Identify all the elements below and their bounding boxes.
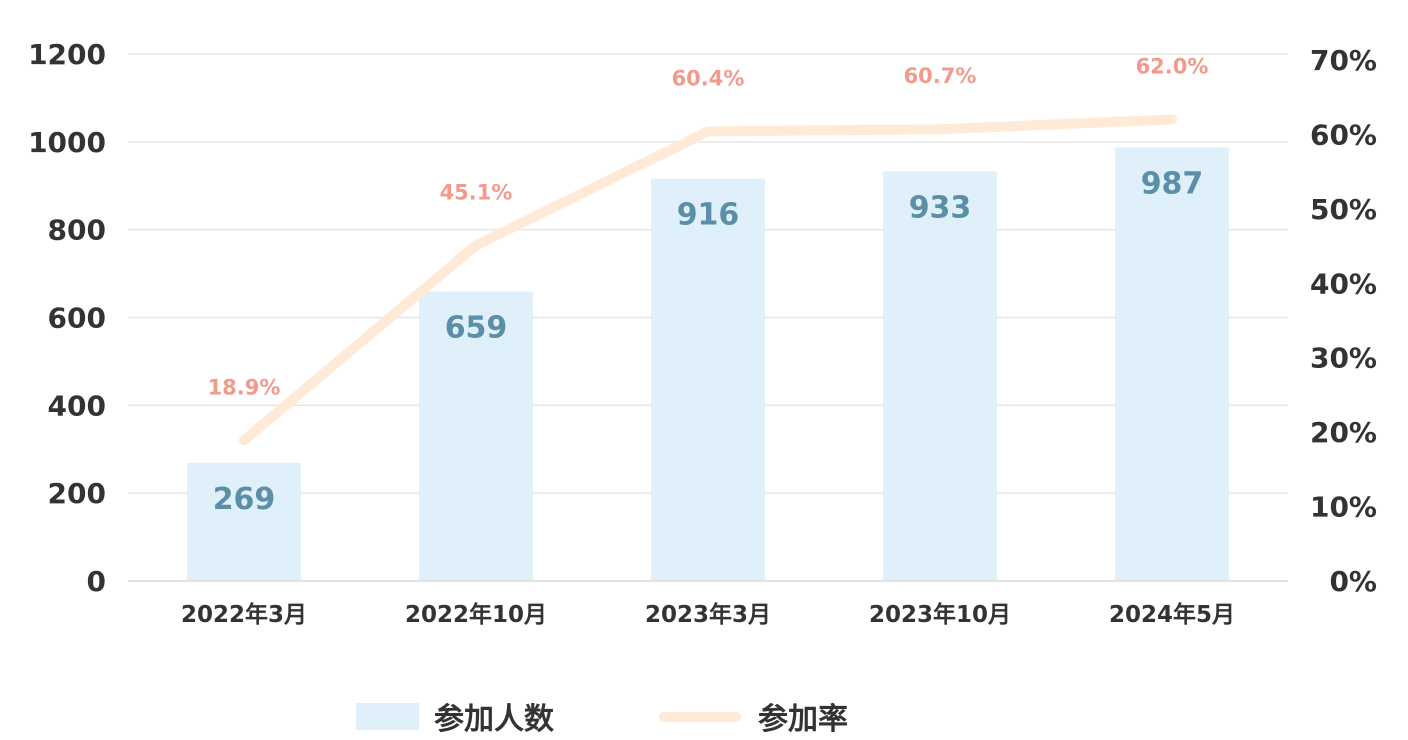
x-tick-label: 2024年5月: [1109, 601, 1235, 628]
legend: 参加人数 参加率: [356, 702, 848, 737]
x-tick-label: 2022年10月: [405, 601, 547, 628]
line-value-label: 18.9%: [208, 375, 281, 399]
y-left-tick-label: 200: [48, 477, 106, 510]
x-tick-label: 2023年10月: [869, 601, 1011, 628]
y-left-tick-label: 600: [48, 302, 106, 335]
bar-value-label: 269: [213, 482, 276, 517]
bar-value-label: 933: [909, 190, 972, 225]
y-right-tick-label: 20%: [1310, 416, 1377, 449]
line-series: 18.9% 45.1% 60.4% 60.7% 62.0%: [208, 55, 1209, 446]
legend-bar-label: 参加人数: [434, 702, 555, 737]
line-point: [1167, 114, 1177, 125]
y-right-tick-label: 30%: [1310, 342, 1377, 375]
line-value-label: 62.0%: [1136, 55, 1209, 79]
x-tick-label: 2022年3月: [181, 601, 307, 628]
y-right-tick-label: 60%: [1310, 118, 1377, 151]
bar: [1115, 147, 1229, 582]
bar: [187, 462, 301, 581]
y-right-tick-label: 50%: [1310, 193, 1377, 226]
y-left-tick-label: 1200: [28, 38, 106, 71]
bar: [419, 291, 533, 581]
bar: [651, 178, 765, 581]
y-right-tick-label: 10%: [1310, 491, 1377, 524]
line-point: [239, 435, 249, 446]
line-point: [703, 126, 713, 137]
y-right-tick-label: 70%: [1310, 44, 1377, 77]
right-axis: 0% 10% 20% 30% 40% 50% 60% 70%: [1310, 44, 1377, 598]
line-value-label: 45.1%: [440, 180, 513, 204]
bar-series: 269 659 916 933 987: [187, 147, 1229, 582]
legend-line-label: 参加率: [758, 702, 848, 737]
y-right-tick-label: 0%: [1329, 565, 1377, 598]
y-left-tick-label: 800: [48, 214, 106, 247]
line-value-label: 60.4%: [672, 66, 745, 90]
x-axis: 2022年3月 2022年10月 2023年3月 2023年10月 2024年5月: [128, 580, 1288, 628]
x-tick-label: 2023年3月: [645, 601, 771, 628]
line-value-label: 60.7%: [904, 64, 977, 88]
y-left-tick-label: 1000: [28, 126, 106, 159]
y-left-tick-label: 400: [48, 389, 106, 422]
line-point: [935, 124, 945, 135]
y-right-tick-label: 40%: [1310, 267, 1377, 300]
bar: [883, 171, 997, 581]
left-axis: 0 200 400 600 800 1000 1200: [28, 38, 106, 598]
line-point: [471, 240, 481, 251]
bar-value-label: 987: [1141, 167, 1204, 202]
y-left-tick-label: 0: [87, 565, 106, 598]
bar-value-label: 916: [677, 198, 740, 233]
legend-bar-swatch: [356, 703, 419, 730]
bar-value-label: 659: [445, 311, 508, 346]
